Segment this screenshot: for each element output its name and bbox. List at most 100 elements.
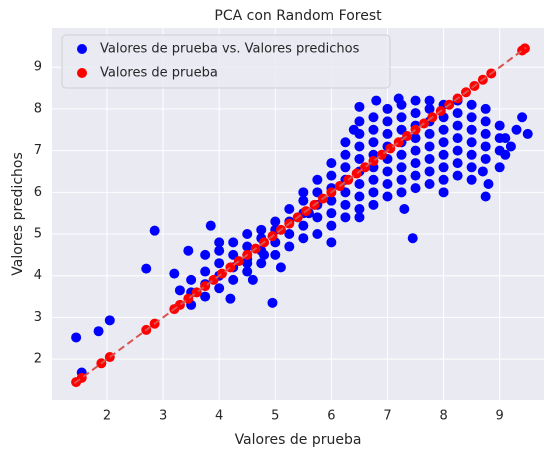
x-tick-label: 2 [103,409,111,424]
point [396,174,407,185]
point [298,195,309,206]
marks [71,43,533,388]
y-axis-label: Valores predichos [10,152,26,275]
point [214,258,225,269]
point [186,274,197,285]
point [326,170,337,181]
point [214,245,225,256]
point [424,166,435,177]
point [382,128,393,139]
y-tick-label: 7 [34,143,42,158]
y-tick-label: 8 [34,101,42,116]
point [511,124,522,135]
point [368,174,379,185]
point [354,178,365,189]
point [494,145,505,156]
point [275,262,286,273]
chart-title: PCA con Random Forest [214,8,382,24]
legend-marker [77,44,87,54]
point [505,141,516,152]
point [466,162,477,173]
point [466,112,477,123]
point [200,291,211,302]
point [452,170,463,181]
point [410,183,421,194]
point [256,258,267,269]
point [312,229,323,240]
point [410,133,421,144]
point [368,112,379,123]
point [382,178,393,189]
point [368,199,379,210]
point [183,245,194,256]
point [298,233,309,244]
x-tick-label: 5 [271,409,279,424]
point [298,220,309,231]
point [407,233,418,244]
y-tick-label: 9 [34,60,42,75]
legend-marker [77,68,87,78]
point [326,208,337,219]
point [466,137,477,148]
point [452,120,463,131]
y-tick-label: 5 [34,227,42,242]
point [424,178,435,189]
point [466,99,477,110]
point [340,137,351,148]
point [480,116,491,127]
x-tick-label: 8 [439,409,447,424]
point [396,162,407,173]
point [410,95,421,106]
point [326,220,337,231]
point [466,124,477,135]
point [284,229,295,240]
point [466,174,477,185]
legend-box [61,34,391,89]
point [312,174,323,185]
point [480,191,491,202]
point [93,326,104,337]
y-tick-label: 4 [34,268,42,283]
point [205,220,216,231]
point [340,162,351,173]
point [270,216,281,227]
point [424,141,435,152]
point [517,112,528,123]
point [466,149,477,160]
point [396,187,407,198]
x-tick-label: 6 [327,409,335,424]
point [368,187,379,198]
point [424,95,435,106]
legend-label: Valores de prueba vs. Valores predichos [100,42,360,57]
point [242,229,253,240]
point [477,166,488,177]
point [326,195,337,206]
point [382,191,393,202]
point [267,297,278,308]
point [354,153,365,164]
point [480,141,491,152]
point [340,212,351,223]
point [214,237,225,248]
point [354,141,365,152]
point [382,103,393,114]
point [399,203,410,214]
y-tick-label: 2 [34,352,42,367]
point [424,103,435,114]
point [354,128,365,139]
point [340,149,351,160]
x-tick-label: 7 [383,409,391,424]
point [438,124,449,135]
point [410,145,421,156]
point [354,212,365,223]
point [326,158,337,169]
point [228,237,239,248]
point [225,293,236,304]
point [438,149,449,160]
point [270,249,281,260]
point [200,249,211,260]
legend: Valores de prueba vs. Valores predichos V… [61,34,391,89]
point [438,162,449,173]
point [284,203,295,214]
